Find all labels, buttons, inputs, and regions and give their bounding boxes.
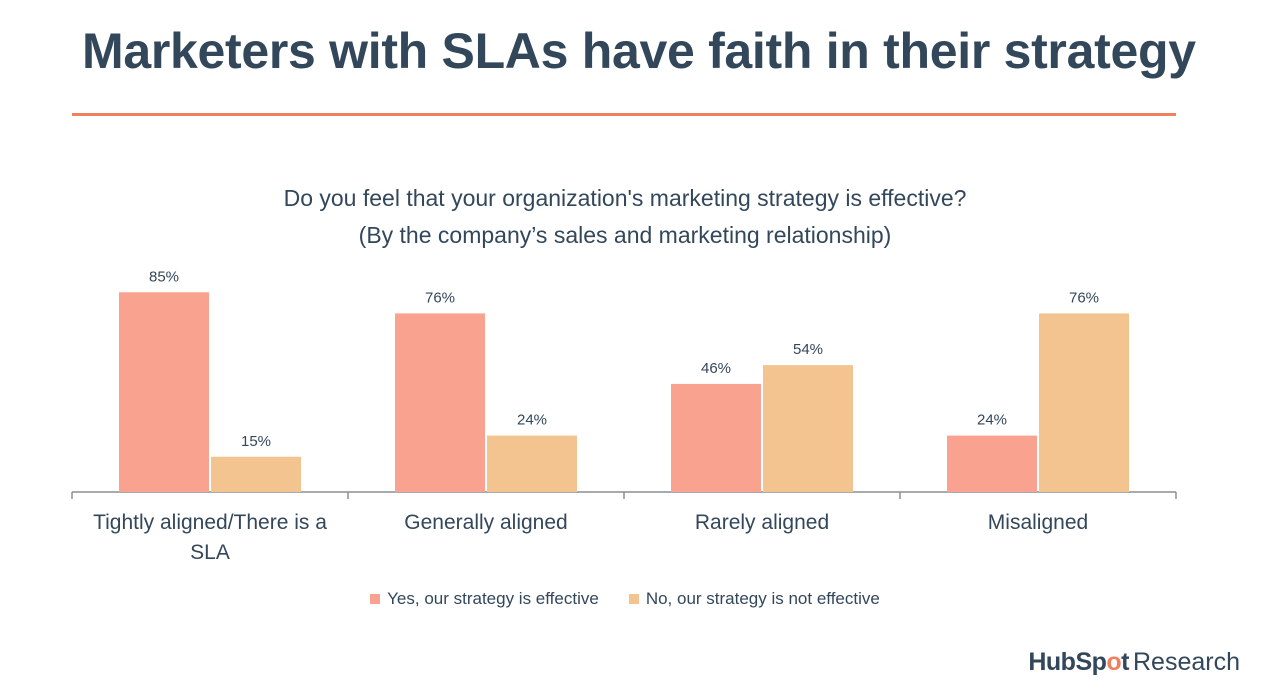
legend-item-yes: Yes, our strategy is effective [370, 589, 599, 609]
data-label-no: 15% [241, 433, 271, 450]
bar-no [763, 365, 853, 492]
logo-hub-text: HubSp [1028, 648, 1107, 676]
data-label-yes: 76% [425, 289, 455, 306]
legend-label-no: No, our strategy is not effective [645, 589, 880, 608]
data-label-yes: 46% [701, 360, 731, 377]
data-label-yes: 85% [149, 268, 179, 285]
data-label-yes: 24% [977, 412, 1007, 429]
bar-no [487, 435, 577, 492]
data-label-no: 24% [517, 412, 547, 429]
page-title: Marketers with SLAs have faith in their … [82, 23, 1196, 79]
bar-no [211, 456, 301, 492]
logo-tail-text: t [1121, 648, 1129, 676]
category-label: Misaligned [988, 511, 1088, 534]
logo-research-text: Research [1133, 648, 1240, 676]
category-label: Generally aligned [404, 511, 567, 534]
chart-legend: Yes, our strategy is effective No, our s… [0, 589, 1250, 609]
category-label: Rarely aligned [695, 511, 829, 534]
legend-swatch-yes [370, 594, 381, 604]
hubspot-research-logo: HubSpot Research [1028, 648, 1240, 677]
bar-yes [947, 435, 1037, 492]
chart-title-line-1: Do you feel that your organization's mar… [283, 185, 967, 211]
legend-item-no: No, our strategy is not effective [628, 589, 880, 609]
data-label-no: 76% [1069, 289, 1099, 306]
category-label: SLA [190, 541, 230, 564]
bar-yes [119, 292, 209, 492]
bar-no [1039, 313, 1129, 492]
logo-wordmark: HubSpot [1028, 648, 1129, 676]
title-divider [72, 113, 1176, 116]
chart-title-line-2: (By the company’s sales and marketing re… [358, 222, 892, 248]
data-label-no: 54% [793, 341, 823, 358]
legend-label-yes: Yes, our strategy is effective [387, 589, 599, 608]
sprocket-icon: o [1106, 648, 1122, 676]
bar-yes [671, 383, 761, 492]
legend-swatch-no [628, 594, 639, 604]
category-label: Tightly aligned/There is a [93, 511, 327, 534]
bar-chart: 85% 15% Tightly aligned/There is a SLA 76% 24… [71, 268, 1177, 564]
bar-yes [395, 313, 485, 492]
